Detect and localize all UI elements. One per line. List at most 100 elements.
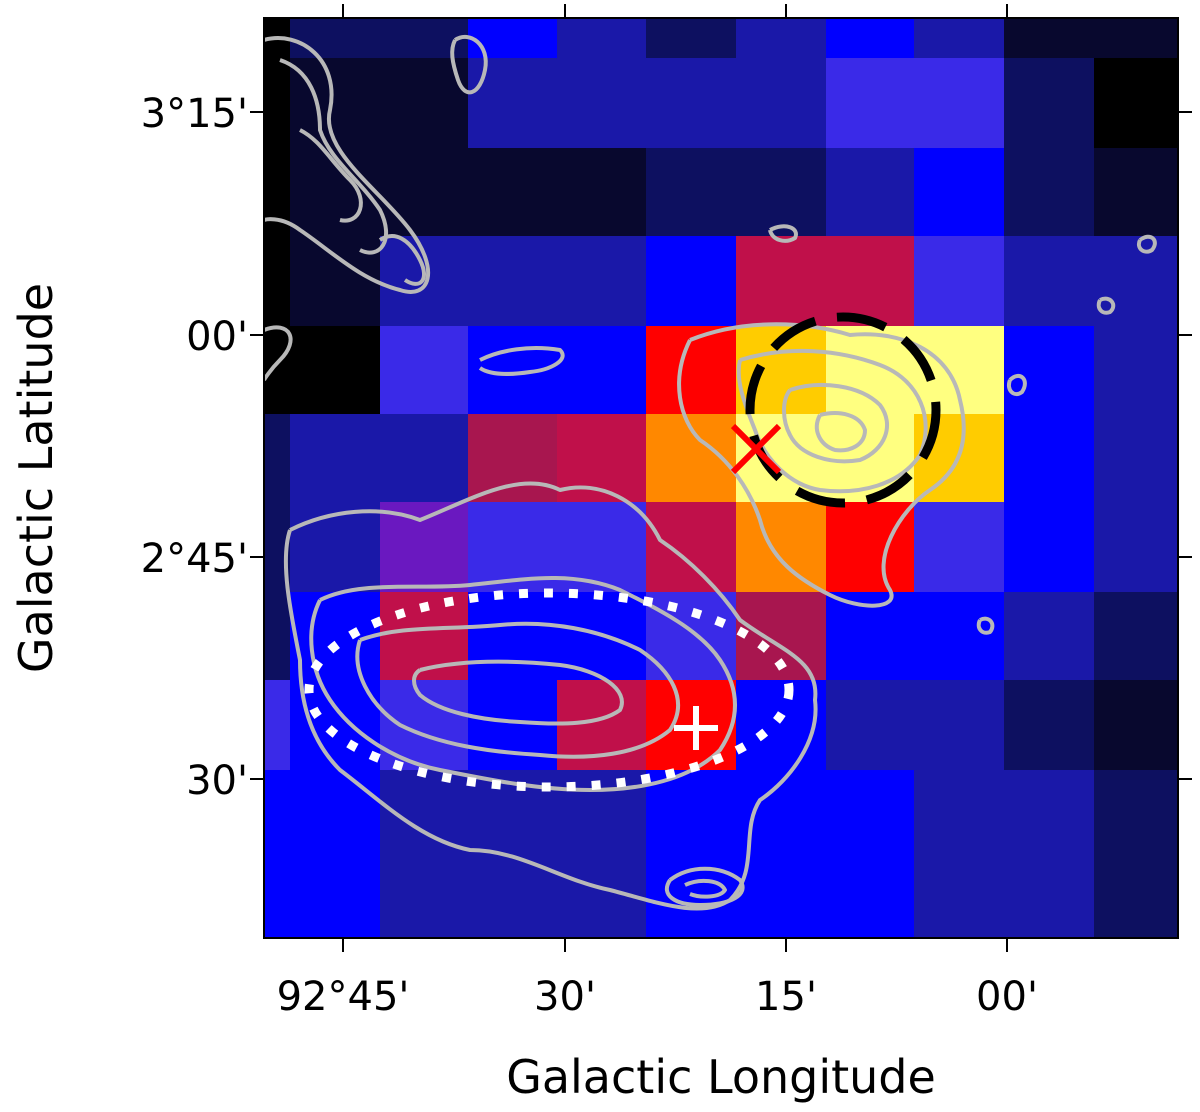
heatmap-pixel (290, 326, 381, 415)
contour-line (378, 234, 426, 286)
overlay-markers (304, 312, 941, 792)
contour-line (736, 348, 928, 494)
cross-x-marker (730, 423, 782, 475)
axis-ticks (250, 4, 1192, 952)
heatmap-pixel (557, 18, 647, 59)
heatmap-pixel (1094, 326, 1178, 415)
plus-marker (674, 706, 718, 750)
heatmap-pixel (1004, 592, 1095, 681)
heatmap-pixel (1004, 236, 1095, 327)
heatmap-pixel (1004, 18, 1095, 59)
contour-line (264, 36, 430, 294)
contour-line (814, 411, 867, 453)
heatmap-pixel (826, 58, 915, 149)
heatmap-pixel (468, 58, 558, 149)
heatmap-pixel (290, 58, 381, 149)
x-tick-label: 30' (534, 974, 596, 1020)
heatmap-pixel (736, 770, 827, 938)
heatmap-pixel (914, 148, 1005, 237)
contour-line (279, 58, 388, 255)
heatmap-pixel (290, 680, 381, 771)
x-tick-label: 15' (755, 974, 817, 1020)
heatmap-pixel (1004, 326, 1095, 415)
heatmap-pixel (1094, 592, 1178, 681)
plot-frame (263, 17, 1179, 939)
heatmap-pixel (1004, 414, 1095, 503)
heatmap-pixel (826, 680, 915, 771)
heatmap-pixel (826, 18, 915, 59)
dashed-circle-region (745, 312, 941, 508)
contour-line (1007, 373, 1027, 397)
contour-line (664, 866, 745, 907)
heatmap-pixel (290, 770, 381, 938)
y-tick-label: 2°45' (141, 536, 248, 582)
heatmap-pixel (557, 58, 647, 149)
heatmap-pixel (264, 236, 291, 327)
heatmap-pixel (1004, 148, 1095, 237)
radio-contours (264, 34, 1157, 911)
heatmap-pixel (468, 148, 558, 237)
contour-line (677, 322, 966, 608)
heatmap-pixel (264, 592, 291, 681)
contour-line (412, 659, 624, 726)
heatmap-pixel (557, 326, 647, 415)
heatmap-pixel (646, 236, 737, 327)
heatmap-pixel (736, 236, 827, 327)
heatmap-pixel (264, 770, 291, 938)
heatmap-pixel (1094, 148, 1178, 237)
heatmap-pixel (914, 236, 1005, 327)
heatmap-pixel (826, 502, 915, 593)
heatmap-pixel (380, 680, 469, 771)
heatmap-pixel (468, 18, 558, 59)
heatmap-pixel (468, 592, 558, 681)
contour-line (768, 224, 798, 243)
heatmap-pixel (646, 148, 737, 237)
heatmap-pixel (290, 236, 381, 327)
heatmap-pixel (914, 592, 1005, 681)
heatmap-pixel (468, 770, 558, 938)
contour-line (299, 128, 363, 223)
heatmap-pixel (557, 236, 647, 327)
heatmap-pixel (826, 236, 915, 327)
heatmap-pixel (1094, 414, 1178, 503)
heatmap-pixel (264, 414, 291, 503)
heatmap-pixel (468, 236, 558, 327)
heatmap-pixel (826, 770, 915, 938)
heatmap-pixel (736, 502, 827, 593)
heatmap-pixel (557, 148, 647, 237)
heatmap-pixel (1004, 770, 1095, 938)
heatmap-pixel (290, 502, 381, 593)
contour-line (976, 616, 995, 635)
contour-line (478, 346, 565, 376)
heatmap-pixel (380, 326, 469, 415)
heatmap-pixel (826, 148, 915, 237)
heatmap-pixel (736, 18, 827, 59)
y-axis-title: Galactic Latitude (9, 283, 63, 673)
dotted-ellipse-region (304, 588, 794, 792)
x-axis-title: Galactic Longitude (506, 1050, 936, 1104)
heatmap-pixel (468, 414, 558, 503)
heatmap-pixel (380, 148, 469, 237)
y-tick-label: 30' (186, 758, 248, 804)
heatmap-pixel (290, 414, 381, 503)
heatmap-pixel (380, 502, 469, 593)
contour-line (264, 325, 293, 382)
heatmap-pixel (646, 58, 737, 149)
heatmap-pixel (914, 18, 1005, 59)
heatmap-pixel (1094, 58, 1178, 149)
contour-line (355, 621, 681, 759)
heatmap-pixel (264, 326, 291, 415)
y-tick-label: 3°15' (141, 91, 248, 137)
heatmap-pixel (914, 680, 1005, 771)
heatmap-pixel (646, 770, 737, 938)
heatmap-pixel (914, 770, 1005, 938)
heatmap-pixel (380, 770, 469, 938)
heatmap-pixel (264, 680, 291, 771)
y-tick-label: 00' (186, 314, 248, 360)
heatmap-pixel (290, 18, 381, 59)
heatmap-pixel (1094, 770, 1178, 938)
heatmap-pixel (1094, 502, 1178, 593)
heatmap-pixel (646, 502, 737, 593)
heatmap-pixel (736, 148, 827, 237)
